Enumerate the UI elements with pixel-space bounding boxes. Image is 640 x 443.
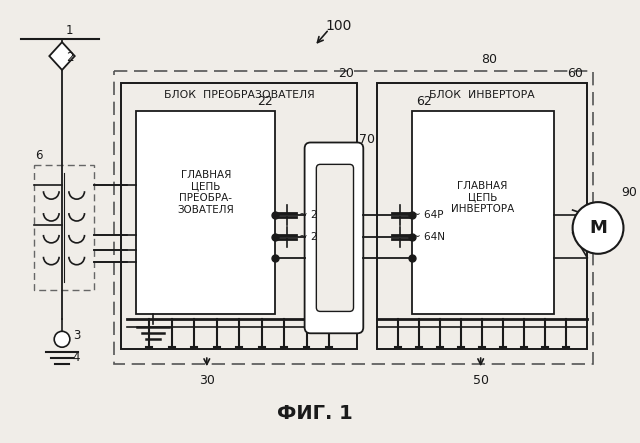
Bar bbox=[121, 83, 357, 349]
Text: 80: 80 bbox=[481, 53, 497, 66]
Bar bbox=[412, 111, 554, 315]
Text: ~ 64P: ~ 64P bbox=[412, 210, 444, 220]
Text: 3: 3 bbox=[73, 329, 80, 342]
Text: 50: 50 bbox=[473, 374, 489, 387]
Circle shape bbox=[573, 202, 623, 254]
Text: 4: 4 bbox=[73, 351, 80, 364]
FancyBboxPatch shape bbox=[316, 164, 353, 311]
Circle shape bbox=[54, 331, 70, 347]
Text: 6: 6 bbox=[36, 149, 43, 163]
Text: ГЛАВНАЯ
ЦЕПЬ
ПРЕОБРА-
ЗОВАТЕЛЯ: ГЛАВНАЯ ЦЕПЬ ПРЕОБРА- ЗОВАТЕЛЯ bbox=[177, 170, 234, 214]
Bar bbox=[34, 165, 94, 290]
Bar bbox=[377, 83, 588, 349]
Text: 20: 20 bbox=[338, 67, 353, 80]
FancyBboxPatch shape bbox=[305, 143, 364, 333]
Polygon shape bbox=[49, 42, 75, 70]
Text: M: M bbox=[589, 219, 607, 237]
Text: БЛОК  ИНВЕРТОРА: БЛОК ИНВЕРТОРА bbox=[429, 90, 534, 100]
Text: ФИГ. 1: ФИГ. 1 bbox=[276, 404, 352, 424]
Text: 60: 60 bbox=[568, 67, 584, 80]
Bar bbox=[136, 111, 275, 315]
Bar bbox=[114, 71, 593, 364]
Text: 22: 22 bbox=[257, 95, 273, 108]
Text: 100: 100 bbox=[326, 19, 352, 33]
Text: 30: 30 bbox=[199, 374, 215, 387]
Text: ~ 64N: ~ 64N bbox=[412, 232, 445, 242]
Text: 62: 62 bbox=[416, 95, 432, 108]
Text: 90: 90 bbox=[621, 186, 637, 199]
Text: БЛОК  ПРЕОБРАЗОВАТЕЛЯ: БЛОК ПРЕОБРАЗОВАТЕЛЯ bbox=[164, 90, 314, 100]
Text: 2: 2 bbox=[66, 51, 74, 63]
Text: ГЛАВНАЯ
ЦЕПЬ
ИНВЕРТОРА: ГЛАВНАЯ ЦЕПЬ ИНВЕРТОРА bbox=[451, 181, 515, 214]
Text: 70: 70 bbox=[360, 133, 376, 147]
Text: ~ 24P: ~ 24P bbox=[299, 210, 330, 220]
Text: ~ 24N: ~ 24N bbox=[299, 232, 332, 242]
Text: 1: 1 bbox=[66, 24, 74, 37]
